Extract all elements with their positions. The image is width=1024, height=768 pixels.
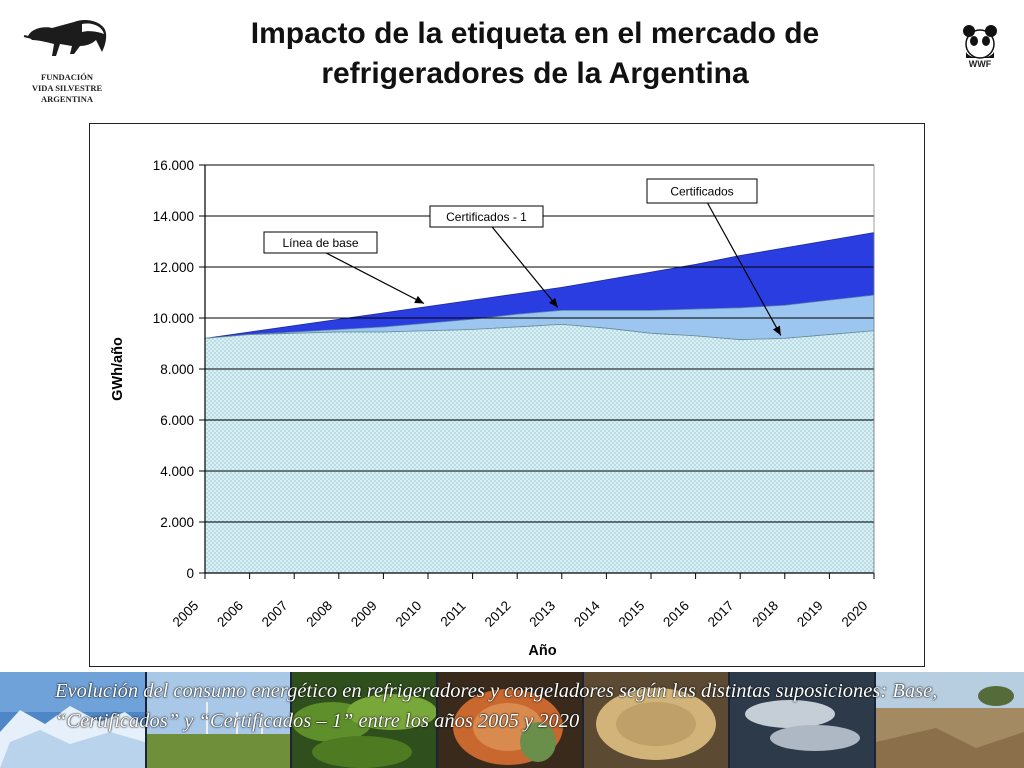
annotation-box: [646, 178, 758, 204]
wwf-text: WWF: [968, 59, 992, 69]
x-tick-label: 2011: [438, 598, 469, 629]
tree-stump-photo: [438, 672, 582, 768]
x-tick-label: 2012: [482, 598, 514, 630]
annotation-arrowhead: [414, 295, 424, 304]
page-title: Impacto de la etiqueta en el mercado de …: [250, 17, 820, 90]
glacier-photo: [0, 672, 145, 768]
photo-strip: [0, 672, 1024, 768]
anteater-icon: [23, 20, 107, 56]
x-tick-label: 2013: [526, 598, 558, 630]
annotation-label: Certificados - 1: [446, 210, 527, 224]
fundacion-vida-silvestre-logo: FUNDACIÓN VIDA SILVESTRE ARGENTINA: [22, 14, 112, 114]
annotation-arrowhead: [549, 297, 558, 308]
x-tick-label: 2008: [303, 598, 335, 630]
y-tick-label: 10.000: [153, 311, 194, 326]
y-tick-label: 8.000: [160, 362, 194, 377]
fish-photo: [730, 672, 874, 768]
x-tick-label: 2006: [214, 598, 246, 630]
y-tick-label: 4.000: [160, 464, 194, 479]
x-tick-label: 2020: [839, 598, 871, 630]
x-tick-label: 2019: [794, 598, 826, 630]
series-area-certificados: [204, 323, 875, 574]
y-tick-label: 12.000: [153, 260, 194, 275]
x-tick-label: 2017: [705, 598, 737, 630]
annotation-label: Línea de base: [282, 236, 358, 250]
x-axis-title: Año: [528, 643, 556, 659]
dry-land-photo: [876, 672, 1024, 768]
y-axis-title: GWh/año: [110, 337, 126, 401]
annotation-box: [263, 231, 378, 254]
x-tick-label: 2018: [749, 598, 781, 630]
energy-consumption-chart: 0 2.000 4.000 6.000 8.000 10.000 12.000 14.000 1…: [110, 158, 875, 659]
annotation-box: [429, 205, 544, 228]
wwf-logo: WWF: [958, 22, 1002, 76]
armadillo-photo: [584, 672, 728, 768]
annotation-leader-line: [491, 226, 559, 308]
x-tick-label: 2007: [259, 598, 291, 630]
x-tick-label: 2014: [571, 598, 603, 630]
fundacion-vida-silvestre-name: FUNDACIÓN VIDA SILVESTRE ARGENTINA: [31, 72, 103, 104]
y-tick-label: 0: [186, 566, 194, 581]
y-tick-label: 14.000: [153, 209, 194, 224]
annotation-label: Certificados: [670, 185, 733, 199]
fern-photo: [292, 672, 436, 768]
annotation-arrowhead: [772, 325, 781, 336]
x-tick-label: 2016: [660, 598, 692, 630]
x-tick-label: 2010: [393, 598, 425, 630]
y-tick-label: 6.000: [160, 413, 194, 428]
panda-icon: [963, 25, 997, 59]
x-tick-label: 2005: [170, 598, 202, 630]
annotation-leader-line: [325, 252, 425, 305]
x-tick-label: 2009: [348, 598, 380, 630]
chart-container: 0 2.000 4.000 6.000 8.000 10.000 12.000 14.000 1…: [89, 123, 925, 667]
y-tick-label: 2.000: [160, 515, 194, 530]
wind-farm-photo: [147, 672, 290, 768]
x-tick-label: 2015: [616, 598, 648, 630]
annotation-leader-line: [706, 202, 782, 336]
caption: Evolución del consumo energético en refr…: [55, 680, 938, 732]
y-tick-label: 16.000: [153, 158, 194, 173]
